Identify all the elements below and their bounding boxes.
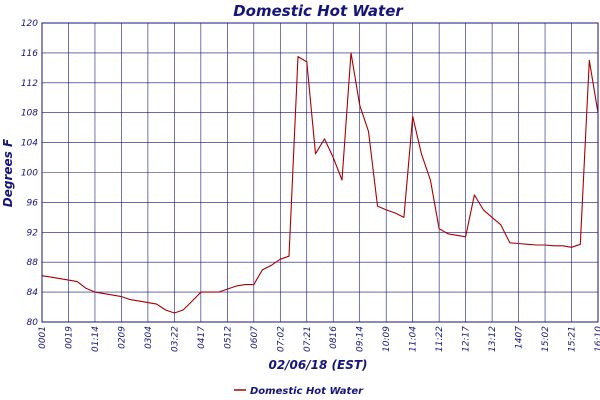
x-tick-label: 07:21 <box>303 326 313 352</box>
series-line-domestic-hot-water <box>41 52 599 314</box>
x-tick-label: 0417 <box>197 326 207 349</box>
x-tick-label: 07:02 <box>276 326 286 352</box>
y-tick-label: 84 <box>27 288 39 298</box>
grid <box>41 22 599 323</box>
y-tick-label: 96 <box>27 198 39 208</box>
x-tick-label: 0209 <box>117 326 127 349</box>
y-tick-label: 120 <box>21 19 38 29</box>
x-tick-label: 11:22 <box>435 326 445 352</box>
y-tick-label: 92 <box>27 228 39 238</box>
x-tick-label: 0816 <box>329 326 339 349</box>
legend-label: Domestic Hot Water <box>250 386 364 397</box>
x-tick-label: 0001 <box>38 326 48 349</box>
y-axis-title: Degrees F <box>1 138 15 207</box>
y-tick-label: 80 <box>27 318 39 328</box>
y-tick-label: 88 <box>27 258 39 268</box>
x-tick-label: 09:14 <box>356 326 366 352</box>
chart-title: Domestic Hot Water <box>233 2 404 20</box>
y-tick-label: 100 <box>21 169 38 179</box>
x-tick-label: 01:14 <box>91 326 101 352</box>
y-tick-label: 116 <box>21 49 38 59</box>
x-tick-label: 1407 <box>515 326 525 349</box>
x-tick-label: 16:10 <box>594 326 600 352</box>
legend: Domestic Hot Water <box>234 386 364 397</box>
x-tick-label: 15:21 <box>568 326 578 352</box>
x-tick-label: 0512 <box>223 326 233 349</box>
y-ticks: 80 84 88 92 96 100 104 108 112 116 120 <box>21 19 38 328</box>
x-tick-label: 10:09 <box>382 326 392 352</box>
x-tick-label: 0304 <box>144 326 154 349</box>
x-tick-label: 03:22 <box>170 326 180 352</box>
x-tick-label: 15:02 <box>541 326 551 352</box>
x-axis-title: 02/06/18 (EST) <box>268 358 367 372</box>
plot-border <box>41 22 599 323</box>
series-layer <box>41 52 599 314</box>
x-tick-label: 0607 <box>250 326 260 349</box>
x-tick-label: 13:12 <box>488 326 498 352</box>
y-tick-label: 108 <box>21 109 38 119</box>
y-tick-label: 104 <box>21 139 38 149</box>
y-tick-label: 112 <box>21 79 38 89</box>
x-tick-label: 12:17 <box>462 326 472 352</box>
x-tick-label: 0019 <box>64 326 74 349</box>
x-ticks: 0001 0019 01:14 0209 0304 03:22 0417 0512 0607 07… <box>38 326 600 352</box>
x-tick-label: 11:04 <box>409 326 419 352</box>
